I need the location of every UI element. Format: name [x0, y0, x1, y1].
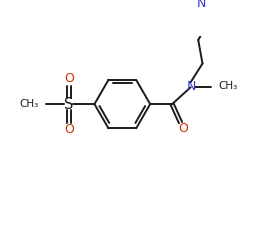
Text: CH₃: CH₃: [218, 81, 238, 91]
Text: N: N: [187, 80, 196, 93]
Text: O: O: [64, 123, 74, 136]
Text: O: O: [178, 122, 188, 135]
Text: O: O: [64, 72, 74, 85]
Text: CH₃: CH₃: [19, 99, 39, 109]
Text: N: N: [197, 0, 206, 10]
Text: S: S: [64, 97, 74, 112]
